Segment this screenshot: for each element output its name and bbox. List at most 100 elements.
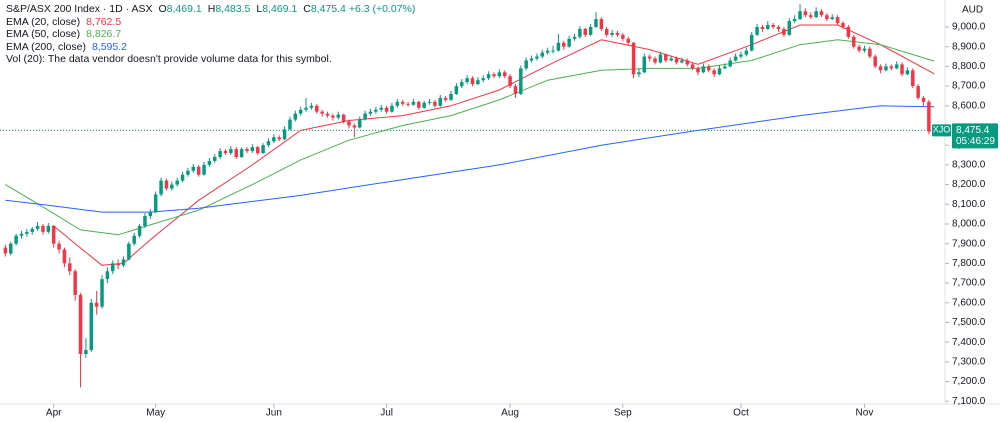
ohlc-key: H	[207, 3, 216, 15]
candle-body	[422, 102, 426, 108]
candle-body	[186, 170, 190, 175]
candle-body	[454, 86, 459, 94]
candle-body	[508, 76, 512, 87]
candle-body	[749, 34, 754, 51]
candle-body	[137, 225, 142, 236]
candle-body	[121, 259, 126, 266]
candle-body	[30, 228, 34, 232]
x-tick-label: Nov	[856, 408, 874, 419]
ohlc-key: C	[303, 3, 311, 15]
candle-body	[755, 26, 759, 35]
candle-body	[803, 11, 808, 16]
candle-body	[282, 129, 287, 140]
ohlc-value: 8,483.5	[215, 3, 251, 15]
candle-body	[809, 15, 813, 18]
currency: AUD	[962, 5, 983, 16]
candle-body	[889, 66, 894, 69]
candle-body	[336, 114, 341, 118]
candle-body	[733, 56, 738, 61]
candle-body	[255, 147, 260, 154]
candle-body	[62, 249, 67, 264]
ohlc-value: 8,469.1	[262, 3, 298, 15]
candle-body	[374, 109, 378, 112]
candle-body	[481, 78, 485, 81]
candle-body	[105, 271, 110, 280]
symbol-tag-box	[932, 124, 951, 137]
ema-name: EMA (200, close)	[6, 40, 86, 53]
countdown: 05:46:29	[956, 136, 995, 147]
candle-body	[851, 36, 856, 47]
candle-body	[443, 97, 448, 100]
candle-body	[771, 25, 775, 27]
candle-body	[148, 212, 153, 217]
candle-body	[513, 86, 518, 94]
candle-body	[100, 279, 104, 307]
candle-body	[143, 216, 147, 226]
candle-body	[658, 54, 663, 63]
y-tick-label: 8,100.0	[952, 199, 986, 210]
candle-body	[460, 82, 464, 87]
candle-body	[261, 145, 265, 154]
candle-body	[89, 302, 94, 351]
candle-body	[94, 302, 99, 307]
candle-body	[384, 107, 389, 112]
candle-body	[465, 78, 469, 83]
x-tick-label: Jul	[380, 408, 393, 419]
candle-body	[304, 107, 308, 110]
candle-body	[578, 28, 582, 37]
candle-body	[621, 34, 625, 39]
candle-body	[433, 101, 437, 106]
candle-body	[519, 68, 523, 94]
header-line: S&P/ASX 200 Index · 1D · ASX O8,469.1 H8,4…	[6, 3, 415, 16]
candle-body	[347, 121, 351, 126]
candle-body	[379, 107, 383, 110]
candle-body	[164, 180, 169, 189]
candle-body	[288, 119, 292, 130]
candle-body	[272, 137, 276, 142]
candle-body	[309, 105, 314, 108]
candle-body	[701, 66, 706, 73]
y-tick-label: 7,100.0	[952, 396, 986, 407]
y-tick-label: 7,800.0	[952, 258, 986, 269]
candle-body	[524, 60, 528, 69]
candle-body	[674, 58, 679, 63]
candle-body	[572, 36, 577, 39]
candle-body	[277, 137, 281, 140]
candle-body	[921, 97, 926, 102]
candle-body	[685, 60, 690, 65]
ema-value: 8,826.7	[86, 28, 122, 40]
candle-body	[615, 32, 620, 35]
candle-body	[717, 68, 722, 75]
candle-body	[868, 48, 872, 57]
candle-body	[905, 70, 910, 75]
candle-body	[127, 243, 131, 260]
ema-name: EMA (50, close)	[6, 28, 81, 40]
candle-body	[390, 105, 394, 112]
candle-body	[835, 17, 840, 24]
y-tick-label: 9,000.0	[952, 22, 986, 33]
y-tick-label: 7,700.0	[952, 278, 986, 289]
change: +6.3 (+0.07%)	[348, 3, 416, 15]
candle-body	[320, 111, 324, 114]
candle-body	[239, 149, 244, 157]
candle-body	[535, 56, 539, 59]
candle-body	[825, 15, 829, 20]
y-tick-label: 7,900.0	[952, 238, 986, 249]
ema-value: 8,595.2	[91, 40, 127, 53]
candle-body	[116, 263, 120, 266]
candle-body	[690, 64, 695, 69]
candle-body	[680, 60, 684, 63]
volume-note: Vol (20): The data vendor doesn't provid…	[6, 53, 332, 65]
price-label-box	[952, 123, 998, 149]
candle-body	[57, 243, 61, 250]
candle-body	[862, 48, 867, 51]
candle-body	[170, 184, 174, 189]
y-tick-label: 8,000.0	[952, 219, 986, 230]
candle-body	[357, 119, 362, 128]
candle-body	[111, 263, 115, 272]
candle-body	[502, 72, 507, 77]
candle-body	[202, 164, 206, 175]
candle-body	[712, 70, 716, 75]
candle-body	[599, 19, 604, 29]
